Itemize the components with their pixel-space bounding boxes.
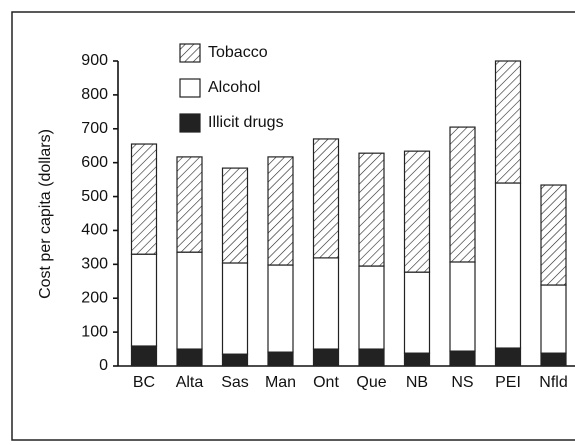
x-tick-label: Alta [176, 374, 204, 391]
bar-segment [221, 262, 249, 355]
legend-swatch [179, 113, 201, 133]
x-tick-label: PEI [495, 374, 521, 391]
bar-segment [221, 167, 249, 264]
bar-segment [267, 264, 294, 353]
y-tick-label: 0 [99, 357, 108, 374]
bar-segment [176, 348, 203, 367]
y-tick-label: 400 [81, 222, 108, 239]
bar-segment [403, 352, 431, 367]
legend-label: Tobacco [208, 44, 268, 61]
bar-segment [540, 352, 567, 367]
bar-segment [130, 143, 158, 255]
y-tick-label: 100 [81, 323, 108, 340]
bar-segment [312, 257, 340, 350]
bar-segment [403, 271, 431, 354]
bar-segment [176, 156, 203, 253]
x-tick-label: Sas [221, 374, 249, 391]
legend-label: Illicit drugs [208, 114, 284, 131]
bar-segment [130, 345, 158, 367]
y-tick-label: 700 [81, 120, 108, 137]
y-tick-label: 800 [81, 86, 108, 103]
bar-segment [312, 138, 340, 259]
legend-swatch [179, 43, 201, 63]
bar-segment [540, 184, 567, 286]
x-tick-label: Man [265, 374, 296, 391]
frame [11, 11, 575, 441]
bar-segment [267, 156, 294, 266]
x-tick-label: NS [451, 374, 473, 391]
legend-swatch [179, 78, 201, 98]
bar-segment [449, 261, 476, 352]
bar-segment [358, 265, 385, 350]
y-tick-label: 500 [81, 188, 108, 205]
bar-segment [267, 351, 294, 367]
bar-segment [312, 348, 340, 367]
y-axis-label: Cost per capita (dollars) [37, 129, 54, 299]
bar-segment [540, 284, 567, 354]
x-tick-label: BC [133, 374, 155, 391]
bar-segment [130, 253, 158, 347]
bar-segment [449, 350, 476, 367]
y-tick-label: 900 [81, 52, 108, 69]
bar-segment [358, 152, 385, 267]
legend-label: Alcohol [208, 79, 260, 96]
bar-segment [358, 348, 385, 367]
bar-segment [403, 150, 431, 273]
bar-segment [494, 60, 522, 184]
bar-segment [494, 182, 522, 349]
x-tick-label: Ont [313, 374, 339, 391]
bar-segment [221, 353, 249, 367]
x-tick-label: NB [406, 374, 428, 391]
x-tick-label: Nfld [539, 374, 567, 391]
bar-segment [494, 347, 522, 367]
y-tick-label: 300 [81, 256, 108, 273]
x-tick-label: Que [356, 374, 386, 391]
bar-segment [176, 251, 203, 350]
y-tick-label: 200 [81, 289, 108, 306]
y-tick-label: 600 [81, 154, 108, 171]
bar-segment [449, 126, 476, 263]
